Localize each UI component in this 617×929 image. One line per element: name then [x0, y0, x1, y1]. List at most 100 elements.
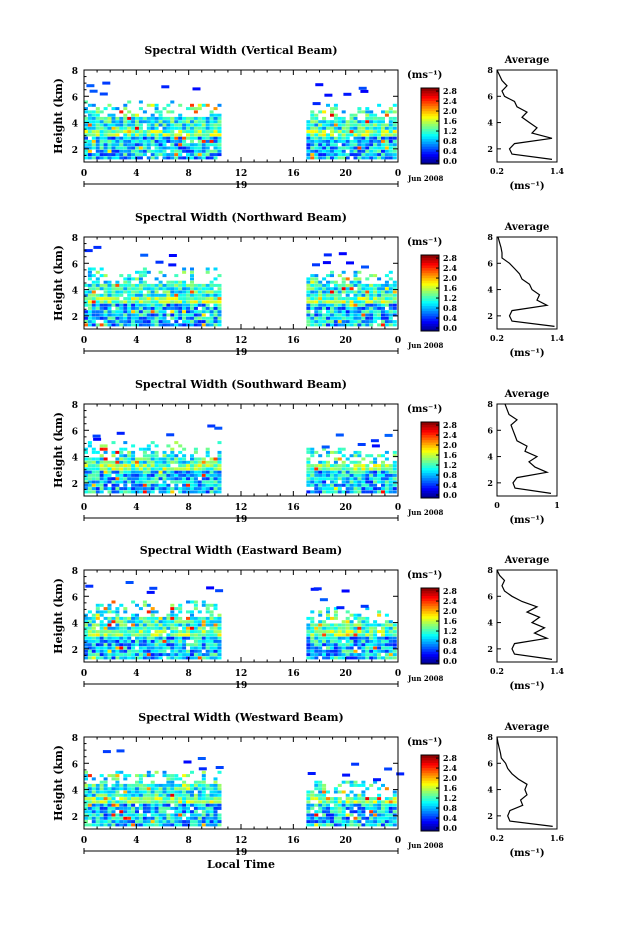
- heatmap-cell: [162, 487, 167, 491]
- heatmap-cell: [119, 616, 124, 620]
- avg-x-tick-label: 1.4: [550, 333, 564, 343]
- heatmap-cell: [193, 633, 198, 637]
- heatmap-cell: [333, 306, 338, 310]
- heatmap-cell: [357, 470, 362, 474]
- heatmap-cell: [384, 470, 389, 474]
- heatmap-cell: [369, 454, 374, 458]
- heatmap-cell: [131, 600, 136, 604]
- heatmap-cell: [314, 823, 319, 827]
- heatmap-cell: [337, 623, 342, 627]
- heatmap-cell: [193, 120, 198, 124]
- heatmap-cell: [93, 245, 102, 249]
- heatmap-cell: [91, 633, 96, 637]
- heatmap-cell: [91, 143, 96, 147]
- heatmap-cell: [326, 320, 330, 324]
- heatmap-cell: [322, 643, 327, 647]
- colorbar-tick-label: 2.0: [443, 773, 457, 783]
- heatmap-cell: [217, 783, 222, 787]
- heatmap-cell: [381, 467, 385, 471]
- heatmap-cell: [111, 636, 116, 640]
- heatmap-cell: [190, 820, 194, 824]
- heatmap-cell: [353, 780, 358, 784]
- heatmap-cell: [154, 790, 159, 794]
- heatmap-cell: [205, 800, 210, 804]
- heatmap-cell: [381, 146, 385, 150]
- heatmap-cell: [84, 300, 88, 304]
- heatmap-cell: [154, 643, 159, 647]
- heatmap-cell: [381, 803, 385, 807]
- colorbar-segment: [421, 798, 439, 801]
- heatmap-cell: [333, 820, 338, 824]
- heatmap-cell: [365, 656, 370, 660]
- heatmap-cell: [111, 149, 116, 153]
- heatmap-cell: [310, 620, 315, 624]
- heatmap-cell: [186, 610, 190, 614]
- heatmap-cell: [392, 303, 397, 307]
- heatmap-cell: [337, 823, 342, 827]
- heatmap-cell: [205, 103, 210, 107]
- heatmap-cell: [162, 316, 167, 320]
- heatmap-cell: [361, 823, 366, 827]
- heatmap-cell: [166, 633, 171, 637]
- heatmap-cell: [174, 470, 179, 474]
- heatmap-cell: [154, 133, 159, 137]
- heatmap-cell: [318, 633, 323, 637]
- heatmap-cell: [365, 616, 370, 620]
- heatmap-cell: [326, 287, 330, 291]
- heatmap-cell: [310, 153, 315, 157]
- heatmap-cell: [111, 777, 116, 781]
- heatmap-cell: [193, 300, 198, 304]
- heatmap-cell: [99, 92, 108, 96]
- heatmap-cell: [170, 457, 175, 461]
- heatmap-cell: [182, 797, 187, 801]
- heatmap-cell: [357, 813, 362, 817]
- heatmap-cell: [170, 793, 175, 797]
- heatmap-cell: [150, 810, 155, 814]
- heatmap-cell: [205, 287, 210, 291]
- heatmap-cell: [197, 616, 202, 620]
- heatmap-cell: [381, 303, 385, 307]
- heatmap-cell: [217, 454, 222, 458]
- heatmap-cell: [150, 633, 155, 637]
- heatmap-cell: [314, 470, 319, 474]
- heatmap-cell: [174, 287, 179, 291]
- heatmap-cell: [333, 806, 338, 810]
- heatmap-cell: [178, 633, 183, 637]
- heatmap-cell: [381, 810, 385, 814]
- heatmap-cell: [337, 120, 342, 124]
- heatmap-cell: [326, 490, 330, 494]
- heatmap-cell: [341, 146, 346, 150]
- heatmap-cell: [103, 793, 108, 797]
- heatmap-cell: [341, 303, 346, 307]
- heatmap-cell: [213, 300, 218, 304]
- heatmap-cell: [369, 133, 374, 137]
- heatmap-cell: [361, 123, 366, 127]
- heatmap-cell: [353, 313, 358, 317]
- heatmap-cell: [95, 156, 100, 160]
- heatmap-cell: [87, 149, 92, 153]
- heatmap-cell: [384, 649, 389, 653]
- heatmap-cell: [306, 639, 311, 643]
- heatmap-cell: [193, 297, 198, 301]
- heatmap-cell: [84, 139, 88, 143]
- heatmap-cell: [361, 306, 366, 310]
- heatmap-cell: [213, 490, 218, 494]
- heatmap-cell: [193, 623, 198, 627]
- heatmap-cell: [197, 143, 202, 147]
- heatmap-cells: [84, 245, 397, 327]
- heatmap-cell: [103, 643, 108, 647]
- colorbar-tick-label: 2.4: [443, 263, 457, 273]
- heatmap-cell: [373, 623, 378, 627]
- heatmap-cell: [369, 110, 374, 114]
- heatmap-cell: [310, 653, 315, 657]
- heatmap-cell: [111, 290, 116, 294]
- heatmap-cell: [123, 483, 128, 487]
- heatmap-cell: [162, 820, 167, 824]
- heatmap-cell: [166, 323, 171, 327]
- heatmap-cell: [345, 616, 350, 620]
- average-frame: [496, 569, 558, 663]
- average-title: Average: [504, 222, 550, 233]
- heatmap-cell: [138, 630, 143, 634]
- heatmap-cell: [322, 813, 327, 817]
